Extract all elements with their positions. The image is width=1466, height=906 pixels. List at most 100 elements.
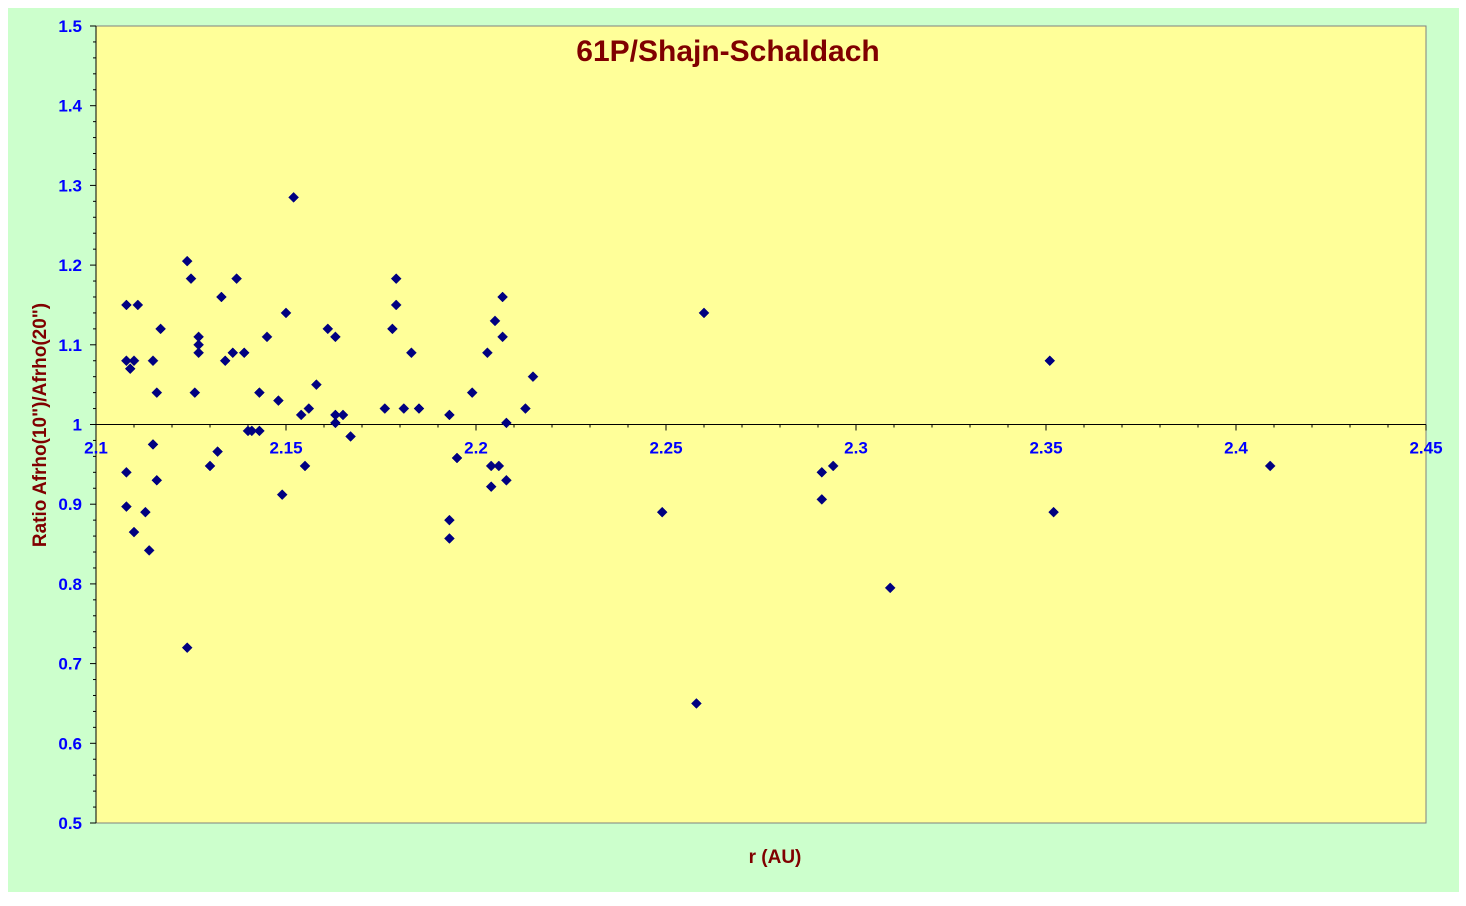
y-axis-label: Ratio Afrho(10")/Afrho(20"): [30, 303, 51, 547]
data-point: [387, 323, 398, 335]
data-point: [466, 387, 478, 398]
data-point: [303, 403, 315, 414]
data-point: [337, 409, 349, 421]
x-tick-label: 2.35: [1029, 439, 1062, 458]
data-point: [121, 299, 132, 311]
data-point: [451, 452, 463, 464]
y-tick-label: 1: [73, 416, 82, 435]
data-point: [884, 582, 896, 594]
data-point: [219, 355, 231, 367]
data-point: [155, 323, 166, 335]
data-point: [444, 514, 455, 526]
data-points: [121, 192, 1276, 709]
y-tick-label: 1.1: [58, 336, 82, 355]
data-point: [520, 403, 531, 414]
data-point: [227, 347, 239, 359]
data-point: [147, 355, 159, 367]
data-point: [238, 347, 250, 359]
data-point: [128, 355, 140, 367]
data-point: [204, 460, 216, 472]
data-point: [132, 299, 144, 311]
data-point: [698, 307, 710, 319]
data-point: [406, 347, 417, 359]
y-tick-label: 1.4: [58, 97, 82, 116]
data-point: [413, 403, 425, 414]
data-point: [121, 355, 132, 367]
data-point: [1048, 506, 1059, 518]
data-point: [497, 291, 508, 303]
data-point: [497, 331, 508, 343]
data-point: [299, 460, 311, 472]
data-point: [390, 299, 402, 311]
data-point: [261, 331, 273, 343]
data-point: [212, 446, 223, 457]
data-point: [147, 439, 159, 450]
data-point: [181, 642, 193, 654]
data-point: [246, 425, 258, 437]
data-point: [193, 347, 204, 359]
x-axis-label: r (AU): [749, 847, 802, 868]
y-tick-label: 0.9: [58, 495, 82, 514]
y-tick-label: 0.7: [58, 655, 82, 674]
data-point: [485, 481, 497, 493]
data-point: [189, 387, 201, 398]
data-point: [140, 506, 151, 518]
data-point: [121, 466, 132, 478]
x-tick-label: 2.45: [1409, 439, 1442, 458]
data-point: [493, 460, 505, 472]
data-point: [816, 466, 828, 478]
data-point: [280, 307, 292, 319]
y-tick-labels: 0.5 0.6 0.7 0.8 0.9 1 1.1 1.2 1.3 1.4 1.5: [58, 17, 82, 833]
data-point: [482, 347, 493, 359]
x-tick-labels: 2.1 2.15 2.2 2.25 2.3 2.35 2.4 2.45: [84, 439, 1442, 458]
data-point: [330, 331, 341, 343]
x-tick-label: 2.15: [269, 439, 302, 458]
x-tick-label: 2.25: [649, 439, 682, 458]
y-tick-label: 1.5: [58, 17, 82, 36]
data-point: [185, 273, 197, 285]
x-tick-label: 2.3: [844, 439, 868, 458]
data-point: [398, 403, 410, 414]
data-point: [444, 409, 455, 421]
data-point: [295, 409, 307, 421]
y-tick-label: 0.6: [58, 734, 82, 753]
data-point: [390, 273, 402, 285]
x-tick-label: 2.4: [1224, 439, 1248, 458]
y-tick-label: 0.5: [58, 814, 82, 833]
data-point: [128, 526, 140, 538]
data-point: [288, 192, 299, 203]
data-point: [181, 255, 193, 267]
x-tick-label: 2.1: [84, 439, 108, 458]
data-point: [143, 545, 155, 556]
data-point: [216, 291, 227, 303]
data-point: [345, 431, 356, 442]
data-point: [273, 395, 284, 406]
data-point: [444, 533, 455, 544]
data-point: [379, 403, 391, 414]
data-point: [124, 363, 136, 375]
data-point: [827, 460, 839, 472]
data-point: [330, 417, 341, 429]
data-point: [121, 501, 132, 512]
data-point: [1044, 355, 1056, 367]
data-point: [656, 506, 668, 518]
data-point: [485, 460, 497, 472]
data-point: [276, 489, 288, 500]
data-point: [151, 387, 163, 398]
y-tick-label: 1.3: [58, 176, 82, 195]
data-point: [231, 273, 242, 285]
data-point: [691, 698, 702, 709]
data-point: [322, 323, 334, 335]
data-point: [501, 474, 512, 486]
data-point: [254, 387, 265, 398]
axes: [90, 25, 1427, 824]
data-point: [489, 315, 501, 327]
y-tick-label: 1.2: [58, 256, 82, 275]
data-point: [311, 379, 322, 391]
x-tick-label: 2.2: [464, 439, 488, 458]
data-point: [151, 474, 163, 486]
data-point: [816, 494, 828, 505]
data-point: [527, 371, 539, 383]
